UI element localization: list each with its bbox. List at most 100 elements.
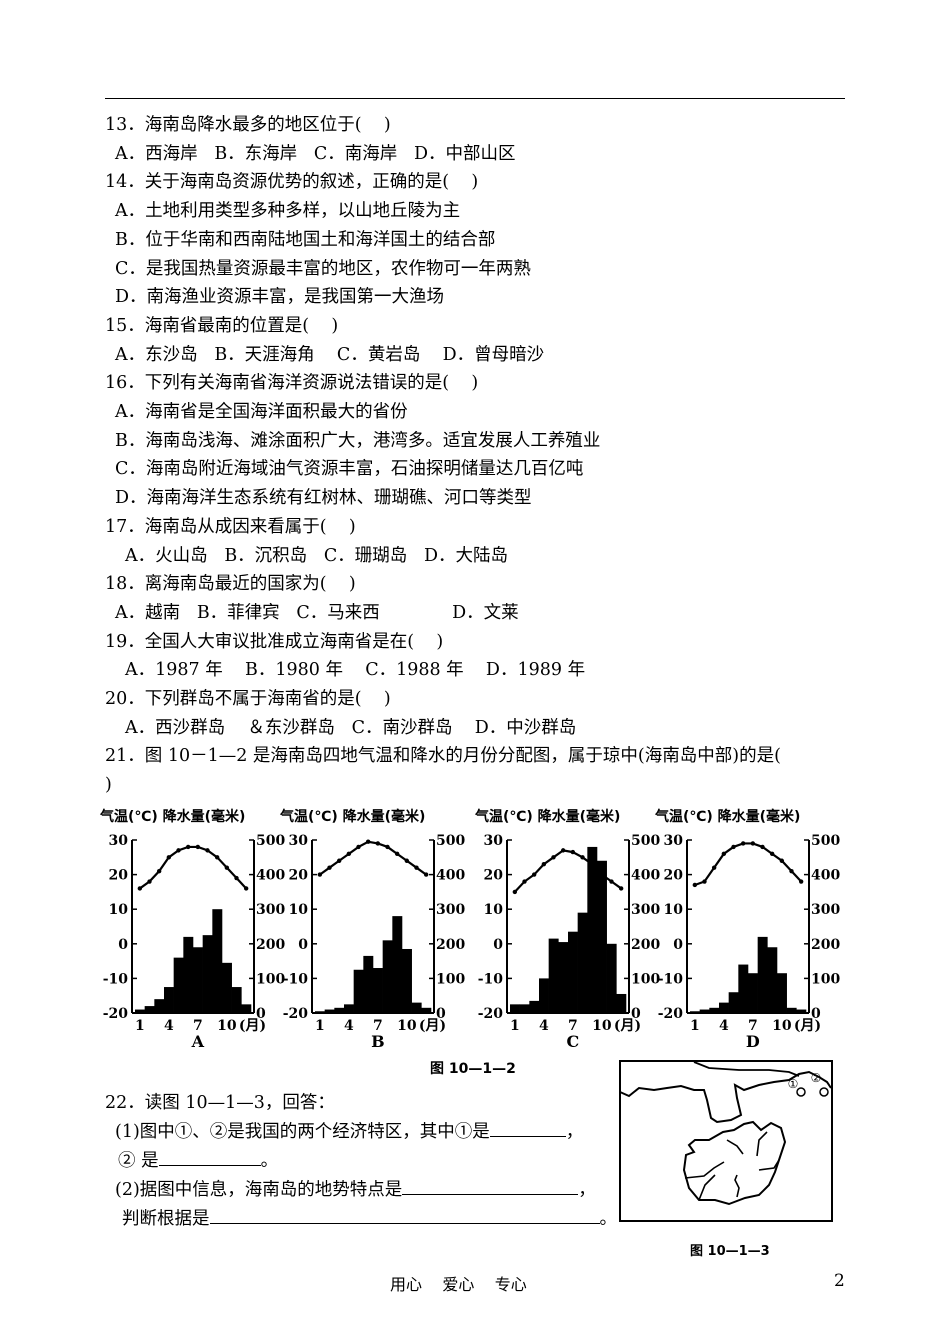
question-stem: 18．离海南岛最近的国家为( ): [105, 574, 356, 595]
right-tick-label: 100: [436, 971, 465, 987]
temperature-point: [327, 865, 332, 870]
precipitation-bar: [597, 860, 607, 1013]
right-tick-label: 0: [256, 1006, 266, 1022]
right-tick-label: 0: [811, 1006, 821, 1022]
page-number: 2: [834, 1271, 845, 1291]
question-options: A．海南省是全国海洋面积最大的省份: [115, 402, 408, 422]
temperature-point: [365, 839, 371, 844]
x-tick-label: 7: [193, 1018, 203, 1034]
punct: 。: [599, 1209, 618, 1229]
temperature-point: [423, 872, 429, 877]
precipitation-bar: [616, 993, 627, 1013]
precipitation-bar: [324, 1009, 335, 1013]
figure-caption-10-1-2: 图 10—1—2: [430, 1061, 516, 1077]
x-tick-label: 10: [592, 1018, 612, 1034]
precipitation-bar: [767, 947, 778, 1013]
punct: ，: [565, 1122, 584, 1142]
x-tick-label: 10: [772, 1018, 792, 1034]
x-tick-label: 7: [373, 1018, 383, 1034]
q22-p2-text: (2)据图中信息，海南岛的地势特点是: [115, 1180, 403, 1200]
left-tick-label: 10: [289, 902, 309, 918]
temperature-point: [798, 879, 804, 884]
temperature-point: [721, 851, 727, 857]
temperature-line: [139, 845, 247, 890]
left-tick-label: 20: [484, 868, 504, 884]
chart-letter-label: B: [371, 1032, 385, 1050]
x-tick-label: 1: [690, 1018, 700, 1034]
left-tick-label: 20: [109, 868, 129, 884]
precipitation-bar: [786, 1007, 797, 1013]
question-stem: 20．下列群岛不属于海南省的是( ): [105, 689, 391, 709]
left-tick-label: 10: [664, 902, 684, 918]
precipitation-bar: [757, 936, 768, 1013]
precipitation-bar: [558, 942, 569, 1013]
precipitation-bar: [183, 936, 194, 1013]
q22-p1b-text: ② 是: [118, 1151, 159, 1171]
x-tick-label: 1: [315, 1018, 325, 1034]
left-tick-label: 10: [484, 902, 504, 918]
left-tick-label: -10: [103, 971, 129, 987]
temperature-point: [551, 855, 556, 860]
x-axis-label: (月): [794, 1018, 821, 1034]
right-tick-label: 500: [811, 833, 840, 849]
x-axis-label: (月): [239, 1018, 266, 1034]
x-tick-label: 4: [719, 1018, 729, 1034]
question-options: A．火山岛 B．沉积岛 C．珊瑚岛 D．大陆岛: [125, 545, 508, 566]
question-stem: 21．图 10－1—2 是海南岛四地气温和降水的月份分配图，属于琼中(海南岛中部…: [105, 746, 781, 767]
temperature-point: [385, 844, 390, 850]
answer-blank-3[interactable]: [402, 1176, 579, 1195]
temperature-point: [394, 851, 400, 857]
precipitation-bar: [411, 1002, 422, 1013]
question-stem: 13．海南岛降水最多的地区位于( ): [105, 115, 391, 135]
precipitation-bar: [135, 1009, 145, 1013]
precipitation-bar: [510, 1004, 520, 1013]
q22-part2-line2: 判断根据是 。: [122, 1205, 617, 1233]
precipitation-bar: [548, 938, 559, 1013]
river: [684, 1161, 725, 1179]
temperature-point: [156, 868, 162, 874]
question-options: A．越南 B．菲律宾 C．马来西 D．文莱: [115, 602, 519, 623]
answer-blank-2[interactable]: [158, 1147, 261, 1166]
question-options: A．1987 年 B．1980 年 C．1988 年 D．1989 年: [125, 660, 586, 681]
temperature-point: [166, 855, 172, 860]
precipitation-bar: [796, 1009, 807, 1013]
chart-title: 气温(℃) 降水量(毫米): [655, 809, 801, 825]
map-marker-2: ②: [811, 1071, 822, 1085]
right-tick-label: 500: [631, 833, 660, 849]
island-circle: [796, 1087, 806, 1097]
right-tick-label: 200: [256, 937, 285, 953]
temperature-point: [750, 841, 756, 846]
question-options: A．东沙岛 B．天涯海角 C．黄岩岛 D．曾母暗沙: [115, 344, 545, 365]
q22-part2-line1: (2)据图中信息，海南岛的地势特点是 ，: [115, 1176, 596, 1204]
left-tick-label: 20: [664, 868, 684, 884]
temperature-point: [769, 851, 775, 857]
answer-blank-1[interactable]: [489, 1118, 566, 1137]
temperature-point: [618, 886, 624, 891]
temperature-point: [580, 855, 585, 860]
temperature-point: [147, 879, 152, 884]
precipitation-bar: [144, 1006, 155, 1013]
left-tick-label: 30: [109, 833, 129, 849]
x-tick-label: 1: [135, 1018, 145, 1034]
precipitation-bar: [202, 935, 213, 1013]
river: [758, 1159, 780, 1171]
right-tick-label: 400: [256, 868, 285, 884]
precipitation-bar: [193, 947, 203, 1013]
temperature-point: [195, 844, 201, 850]
question-options: C．海南岛附近海域油气资源丰富，石油探明储量达几百亿吨: [115, 459, 584, 480]
temperature-point: [234, 875, 239, 881]
right-tick-label: 300: [811, 902, 840, 918]
left-tick-label: 20: [289, 868, 309, 884]
temperature-point: [599, 872, 605, 877]
left-tick-label: 30: [484, 833, 504, 849]
chart-title: 气温(℃) 降水量(毫米): [475, 809, 621, 825]
answer-blank-4[interactable]: [209, 1205, 600, 1224]
left-tick-label: -20: [283, 1006, 309, 1022]
right-tick-label: 500: [256, 833, 285, 849]
precipitation-bar: [241, 1004, 252, 1013]
q22-p2b-text: 判断根据是: [122, 1209, 210, 1229]
temperature-point: [531, 872, 537, 877]
punct: ，: [578, 1180, 596, 1200]
river: [756, 1131, 768, 1157]
